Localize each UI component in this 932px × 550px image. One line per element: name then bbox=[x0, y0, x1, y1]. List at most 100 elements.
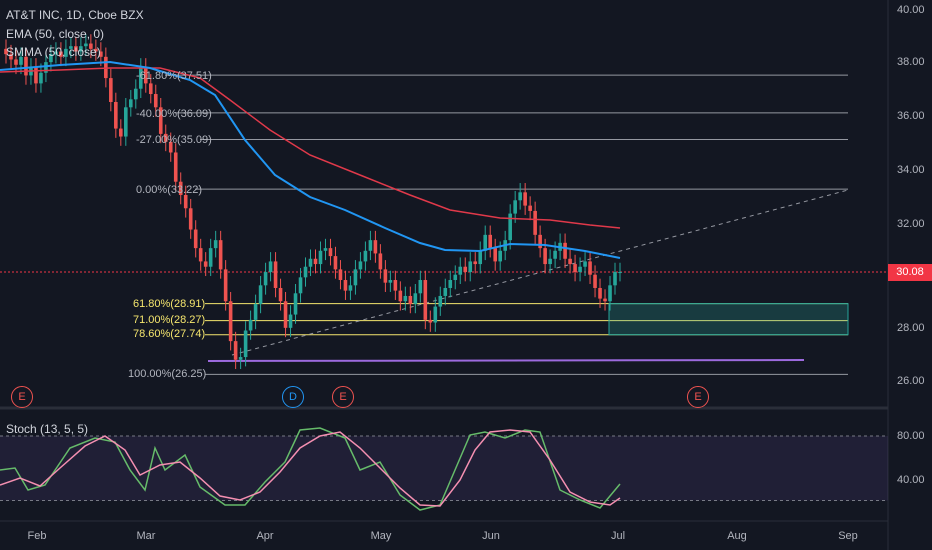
main-pane bbox=[0, 0, 888, 408]
candle-body bbox=[453, 274, 458, 281]
candle-body bbox=[593, 274, 597, 288]
candle-body bbox=[413, 293, 418, 304]
candle-body bbox=[373, 240, 378, 254]
stoch-indicator-label[interactable]: Stoch (13, 5, 5) bbox=[6, 422, 89, 436]
candle-body bbox=[523, 192, 527, 206]
candle-body bbox=[403, 295, 408, 302]
candle-body bbox=[378, 253, 383, 270]
candle-body bbox=[34, 67, 38, 84]
candle-body bbox=[268, 261, 273, 273]
earnings-event-icon[interactable]: E bbox=[687, 386, 709, 408]
candle-body bbox=[303, 266, 308, 278]
candle-body bbox=[443, 287, 448, 296]
candle-body bbox=[548, 258, 552, 265]
fib-level-label: -27.00%(35.09) bbox=[136, 134, 212, 146]
price-axis-label: 26.00 bbox=[897, 375, 925, 387]
ema-indicator-label[interactable]: EMA (50, close, 0) bbox=[6, 27, 105, 41]
candle-body bbox=[448, 280, 453, 288]
time-axis-label: Aug bbox=[727, 530, 747, 542]
candle-body bbox=[109, 78, 113, 102]
candle-body bbox=[573, 264, 577, 273]
candle-body bbox=[114, 101, 118, 129]
fib-level-label: 71.00%(28.27) bbox=[133, 314, 206, 326]
candle-body bbox=[498, 250, 502, 262]
candle-body bbox=[9, 54, 13, 60]
candle-body bbox=[468, 261, 473, 273]
candle-body bbox=[128, 99, 133, 108]
candle-body bbox=[568, 258, 572, 265]
candle-body bbox=[293, 293, 298, 315]
stoch-pane bbox=[0, 411, 888, 521]
support-line bbox=[207, 359, 805, 362]
candle-body bbox=[124, 107, 128, 137]
candle-body bbox=[133, 88, 138, 100]
stoch-band bbox=[0, 436, 888, 501]
candle-body bbox=[603, 298, 607, 302]
candle-body bbox=[64, 48, 68, 57]
earnings-event-icon[interactable]: E bbox=[332, 386, 354, 408]
candle-body bbox=[158, 107, 163, 134]
candle-body bbox=[94, 48, 98, 52]
candle-body bbox=[398, 290, 403, 302]
candle-body bbox=[583, 261, 587, 267]
candle-body bbox=[233, 341, 238, 360]
candle-body bbox=[423, 280, 428, 320]
time-axis-label: Apr bbox=[256, 530, 274, 542]
candle-body bbox=[14, 59, 18, 65]
candle-body bbox=[508, 213, 512, 241]
fib-level-label: 0.00%(33.22) bbox=[136, 184, 203, 196]
ema-line bbox=[0, 60, 621, 259]
candle-body bbox=[89, 43, 93, 49]
candle-body bbox=[353, 269, 358, 286]
candle-body bbox=[318, 250, 323, 265]
candle-body bbox=[418, 280, 423, 294]
candle-body bbox=[54, 51, 58, 55]
candle-body bbox=[84, 43, 88, 47]
candle-body bbox=[588, 261, 592, 275]
candle-body bbox=[463, 266, 468, 273]
candle-body bbox=[608, 285, 612, 302]
candle-body bbox=[4, 48, 8, 55]
candle-body bbox=[458, 266, 463, 275]
candle-body bbox=[183, 194, 188, 209]
candle-body bbox=[393, 280, 398, 291]
candle-body bbox=[338, 269, 343, 281]
candle-body bbox=[358, 261, 363, 270]
candle-body bbox=[428, 319, 433, 323]
time-axis-label: Jun bbox=[482, 530, 500, 542]
candle-body bbox=[478, 250, 483, 265]
candle-body bbox=[238, 357, 243, 360]
candle-body bbox=[213, 240, 218, 249]
candle-body bbox=[178, 181, 183, 195]
candle-body bbox=[333, 256, 338, 270]
candle-body bbox=[258, 285, 263, 304]
candle-body bbox=[328, 248, 333, 257]
candle-body bbox=[59, 51, 63, 57]
candle-body bbox=[313, 258, 318, 265]
candle-body bbox=[343, 280, 348, 291]
candle-body bbox=[278, 287, 283, 302]
candle-body bbox=[273, 261, 278, 288]
price-axis-label: 38.00 bbox=[897, 56, 925, 68]
time-axis-label: Jul bbox=[610, 530, 626, 542]
fib-level-label: -40.00%(36.09) bbox=[136, 108, 212, 120]
candle-body bbox=[188, 208, 193, 230]
smma-indicator-label[interactable]: SMMA (50, close) bbox=[6, 45, 101, 59]
stoch-axis-label: 40.00 bbox=[897, 474, 925, 486]
candle-body bbox=[253, 303, 258, 320]
time-axis-label: Feb bbox=[27, 530, 47, 542]
price-axis-label: 28.00 bbox=[897, 322, 925, 334]
candle-body bbox=[308, 258, 313, 267]
candle-body bbox=[598, 287, 602, 299]
candle-body bbox=[323, 248, 328, 251]
candle-body bbox=[19, 56, 23, 65]
candle-body bbox=[298, 277, 303, 294]
trend-line bbox=[231, 189, 849, 356]
earnings-event-icon[interactable]: E bbox=[11, 386, 33, 408]
candle-body bbox=[483, 234, 488, 251]
candle-body bbox=[553, 250, 557, 259]
dividend-event-icon[interactable]: D bbox=[282, 386, 304, 408]
candle-body bbox=[203, 261, 208, 267]
smma-line bbox=[0, 67, 621, 229]
